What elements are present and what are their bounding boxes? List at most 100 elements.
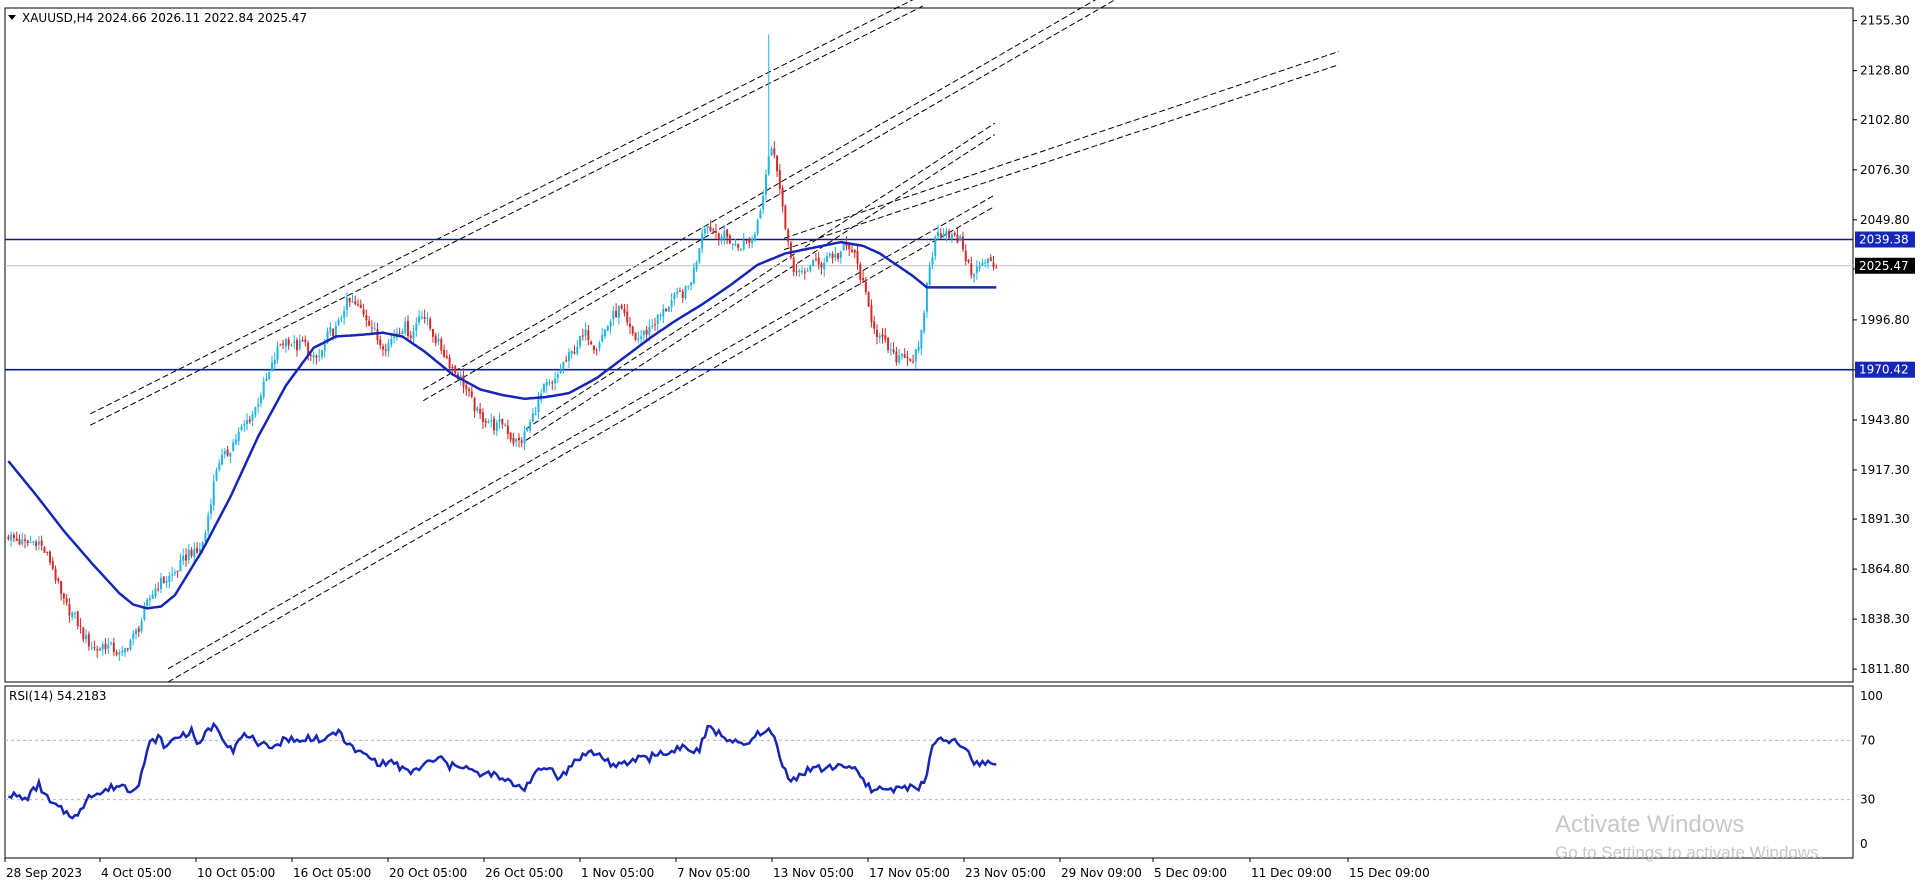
candle-body <box>870 305 873 322</box>
candle-body <box>820 263 823 268</box>
candle-body <box>234 439 237 444</box>
candle-body <box>345 297 348 310</box>
candle-body <box>914 349 917 362</box>
candle-body <box>373 328 376 330</box>
candle-body <box>526 429 529 431</box>
candle-body <box>426 317 429 319</box>
candle-body <box>967 260 970 262</box>
candle-body <box>656 315 659 325</box>
candle-body <box>653 324 656 326</box>
candle-body <box>973 274 976 278</box>
candle-body <box>37 541 40 545</box>
y-tick-label: 2076.30 <box>1860 163 1910 177</box>
candle-body <box>162 576 165 584</box>
candle-body <box>143 606 146 620</box>
candle-body <box>778 170 781 190</box>
candle-body <box>129 640 132 650</box>
candle-body <box>995 267 998 269</box>
candle-body <box>828 253 831 256</box>
candle-body <box>232 442 235 452</box>
candle-body <box>259 395 262 404</box>
candle-body <box>878 335 881 338</box>
candle-body <box>476 407 479 411</box>
candle-body <box>770 148 773 156</box>
candle-body <box>962 236 964 250</box>
candle-body <box>193 548 196 557</box>
candle-body <box>279 344 282 346</box>
candle-body <box>626 311 629 323</box>
candle-body <box>637 338 640 340</box>
candle-body <box>756 220 759 234</box>
candle-body <box>265 378 268 381</box>
candle-body <box>853 250 856 253</box>
candle-body <box>118 652 121 655</box>
candle-body <box>984 262 987 264</box>
moving-average-line <box>7 240 997 610</box>
price-tag-label: 1970.42 <box>1859 363 1909 377</box>
rsi-y-tick-label: 70 <box>1860 733 1875 747</box>
candle-body <box>293 341 296 344</box>
price-tag-label: 2025.47 <box>1859 259 1909 273</box>
x-tick-label: 20 Oct 05:00 <box>389 866 467 880</box>
candle-body <box>570 350 573 354</box>
candle-body <box>54 568 57 581</box>
candle-body <box>370 327 373 329</box>
candle-body <box>703 229 706 234</box>
candle-body <box>945 230 948 236</box>
candle-body <box>18 539 21 545</box>
candle-body <box>859 264 862 280</box>
candle-body <box>98 648 101 651</box>
candle-body <box>182 555 185 561</box>
candle-body <box>992 262 995 268</box>
candle-body <box>784 205 787 230</box>
candle-body <box>531 413 534 422</box>
candle-body <box>776 155 779 172</box>
candle-body <box>257 404 260 407</box>
candle-body <box>937 232 939 237</box>
candle-body <box>262 381 265 398</box>
candle-body <box>93 646 96 648</box>
candle-body <box>939 233 942 237</box>
candle-body <box>382 346 384 350</box>
candle-body <box>337 319 340 325</box>
candle-body <box>814 258 817 260</box>
candle-body <box>493 418 495 431</box>
activate-windows-hint: Go to Settings to activate Windows. <box>1555 843 1823 862</box>
candle-body <box>676 291 679 294</box>
candle-body <box>556 374 559 378</box>
candle-body <box>826 256 828 262</box>
candle-body <box>229 452 232 457</box>
candle-body <box>362 309 365 315</box>
candle-body <box>15 538 18 541</box>
x-tick-label: 13 Nov 05:00 <box>773 866 854 880</box>
candle-body <box>309 355 312 357</box>
candle-body <box>334 325 337 337</box>
candle-body <box>185 554 187 561</box>
candle-body <box>506 425 509 435</box>
candle-body <box>154 588 157 597</box>
rsi-y-axis: 100 70 30 0 <box>1860 689 1883 851</box>
candle-body <box>742 240 745 250</box>
candle-body <box>928 266 931 285</box>
y-tick-label: 2155.30 <box>1860 14 1910 28</box>
price-tag <box>1855 361 1915 378</box>
candle-body <box>634 332 637 340</box>
trend-line <box>90 5 923 426</box>
candle-body <box>889 349 892 351</box>
trend-line <box>167 194 996 670</box>
candle-body <box>942 233 945 237</box>
candle-body <box>617 306 620 318</box>
candle-body <box>715 231 717 233</box>
candle-body <box>559 369 562 374</box>
price-candles <box>7 34 998 661</box>
candle-body <box>79 625 82 627</box>
candle-body <box>448 357 451 368</box>
candle-body <box>96 649 99 651</box>
candle-body <box>604 329 606 337</box>
candle-body <box>237 431 240 442</box>
candle-body <box>484 420 487 423</box>
candle-body <box>409 335 412 338</box>
candle-body <box>85 635 88 640</box>
candle-body <box>548 382 551 384</box>
candle-body <box>518 437 520 441</box>
